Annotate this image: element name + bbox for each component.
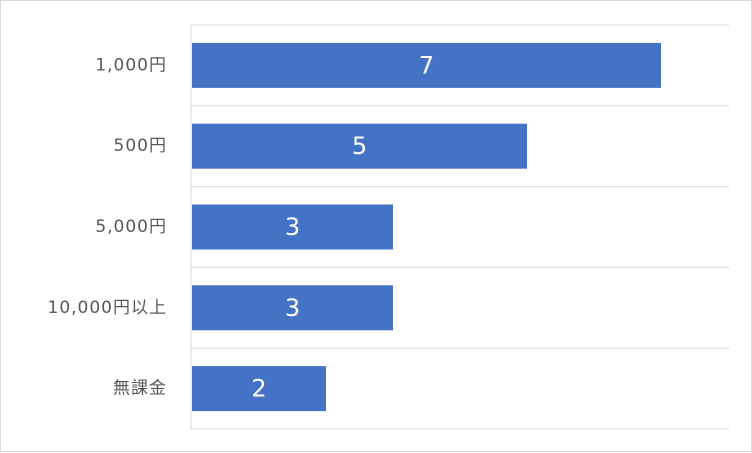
- category-tick-label: 1,000円: [95, 55, 167, 75]
- bar: [192, 285, 393, 331]
- data-label: 5: [352, 132, 367, 160]
- bar: [192, 123, 527, 169]
- bar: [192, 366, 326, 412]
- category-tick-label: 無課金: [113, 379, 167, 399]
- category-tick-label: 500円: [114, 136, 167, 156]
- category-tick-label: 10,000円以上: [48, 298, 167, 318]
- data-label: 3: [285, 294, 300, 322]
- bar: [192, 204, 393, 250]
- data-label: 3: [285, 213, 300, 241]
- bar: [192, 42, 661, 88]
- data-label: 7: [419, 51, 434, 79]
- category-tick-label: 5,000円: [95, 217, 167, 237]
- data-label: 2: [251, 375, 266, 403]
